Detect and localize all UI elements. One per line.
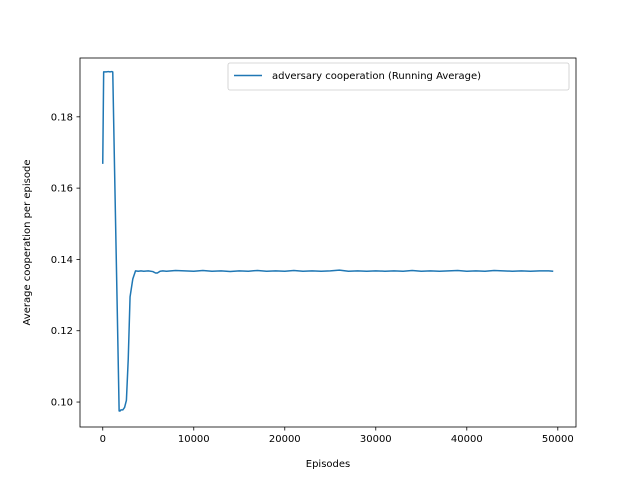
x-tick-label: 30000 [360,434,392,445]
x-tick-label: 20000 [269,434,301,445]
y-axis: 0.10 0.12 0.14 0.16 0.18 [51,112,80,409]
plot-content [102,70,554,412]
legend-box [227,62,570,91]
series-line [102,70,554,412]
y-tick-label: 0.14 [51,255,73,266]
x-tick-label: 40000 [451,434,483,445]
x-tick-label: 50000 [542,434,574,445]
y-tick-label: 0.10 [51,398,73,409]
y-tick-label: 0.12 [51,326,73,337]
plot-area-frame [79,57,577,428]
x-tick-label: 10000 [178,434,210,445]
legend-label: adversary cooperation (Running Average) [272,71,481,82]
legend: adversary cooperation (Running Average) [227,62,570,91]
y-tick-label: 0.16 [51,184,73,195]
y-axis-title: Average cooperation per episode [22,160,33,326]
x-tick-label: 0 [100,434,106,445]
x-axis: 0 10000 20000 30000 40000 50000 [100,427,574,445]
x-axis-title: Episodes [306,459,350,470]
y-tick-label: 0.18 [51,112,73,123]
